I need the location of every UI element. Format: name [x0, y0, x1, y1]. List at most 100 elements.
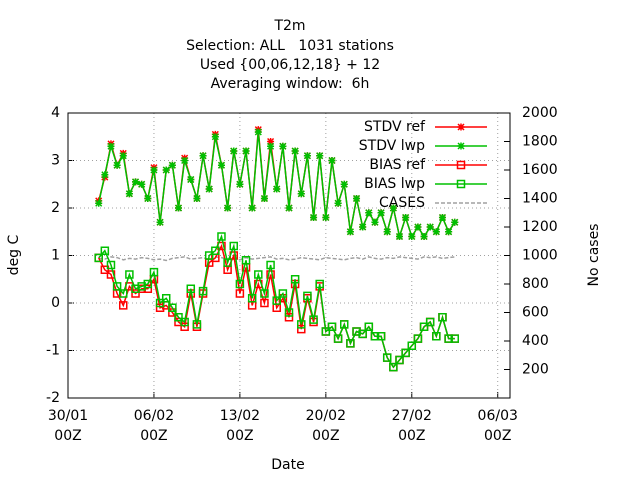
y-tick-label: 1	[51, 248, 60, 264]
marker	[395, 232, 404, 241]
marker	[340, 180, 348, 188]
marker	[334, 199, 342, 207]
marker	[119, 152, 127, 160]
y-tick-label: 4	[51, 105, 60, 121]
marker	[100, 246, 110, 255]
marker	[456, 160, 466, 170]
marker	[260, 298, 269, 308]
marker	[352, 327, 361, 336]
marker	[131, 289, 140, 298]
marker	[451, 218, 459, 226]
marker	[402, 213, 410, 222]
marker	[107, 142, 115, 150]
marker	[279, 142, 287, 150]
marker	[383, 228, 391, 236]
marker	[168, 161, 176, 169]
marker	[303, 152, 311, 160]
marker	[389, 204, 397, 212]
marker	[119, 301, 128, 310]
y2-axis-label: No cases	[586, 224, 602, 287]
marker	[230, 147, 238, 155]
marker	[199, 152, 207, 160]
marker	[174, 204, 183, 212]
x-axis-label: Date	[271, 457, 304, 473]
marker	[358, 329, 367, 339]
marker	[297, 190, 305, 198]
marker	[106, 260, 116, 270]
marker	[413, 334, 423, 343]
marker	[193, 194, 201, 203]
marker	[125, 190, 133, 198]
legend-label: CASES	[379, 195, 425, 211]
marker	[180, 317, 189, 327]
marker	[155, 303, 165, 312]
marker	[273, 185, 281, 193]
marker	[224, 204, 232, 212]
marker	[278, 289, 288, 298]
marker	[241, 256, 251, 265]
marker	[211, 133, 219, 141]
marker	[352, 194, 361, 203]
marker	[290, 275, 300, 284]
marker	[95, 199, 103, 207]
marker	[284, 308, 294, 317]
legend-label: STDV lwp	[359, 138, 425, 154]
y-tick-label: -1	[46, 343, 60, 359]
x-tick-label: 27/02 00Z	[392, 408, 432, 444]
y2-tick-label: 800	[522, 276, 549, 292]
marker	[266, 260, 275, 270]
marker	[204, 251, 214, 260]
y2-tick-label: 1400	[522, 191, 558, 207]
marker	[420, 232, 428, 241]
marker	[444, 334, 453, 343]
legend-label: BIAS lwp	[364, 176, 425, 192]
series-line	[98, 234, 455, 369]
x-tick-label: 06/03 00Z	[478, 408, 518, 444]
marker	[254, 270, 263, 279]
marker	[161, 294, 171, 303]
y2-tick-label: 1800	[522, 134, 558, 150]
marker	[248, 204, 256, 212]
marker	[407, 341, 417, 350]
marker	[438, 213, 447, 222]
marker	[180, 322, 189, 331]
marker	[266, 270, 275, 279]
y2-tick-label: 1000	[522, 248, 558, 264]
marker	[267, 137, 275, 146]
marker	[365, 209, 373, 217]
y-tick-label: 0	[51, 295, 60, 311]
marker	[113, 161, 121, 169]
marker	[217, 232, 226, 241]
marker	[371, 218, 379, 226]
marker	[156, 218, 164, 226]
marker	[229, 241, 238, 251]
marker	[112, 282, 122, 291]
marker	[236, 180, 244, 188]
marker	[328, 156, 336, 165]
marker	[181, 156, 189, 165]
marker	[310, 213, 318, 222]
series-line	[98, 256, 455, 262]
chart-subtitle: Used {00,06,12,18} + 12	[200, 57, 380, 73]
marker	[315, 279, 324, 289]
marker	[187, 175, 195, 184]
marker	[131, 284, 140, 293]
marker	[426, 223, 434, 231]
marker	[162, 166, 170, 174]
marker	[186, 284, 196, 293]
y2-tick-label: 600	[522, 305, 549, 321]
marker	[168, 303, 177, 312]
marker	[192, 320, 202, 329]
marker	[247, 294, 257, 303]
marker	[395, 355, 404, 365]
marker	[291, 147, 299, 155]
marker	[198, 286, 208, 296]
chart-subtitle: Averaging window: 6h	[211, 76, 370, 92]
marker	[235, 279, 245, 289]
marker	[149, 267, 159, 277]
y2-tick-label: 400	[522, 333, 549, 349]
marker	[457, 123, 465, 131]
marker	[377, 209, 385, 217]
legend-label: STDV ref	[364, 119, 426, 135]
